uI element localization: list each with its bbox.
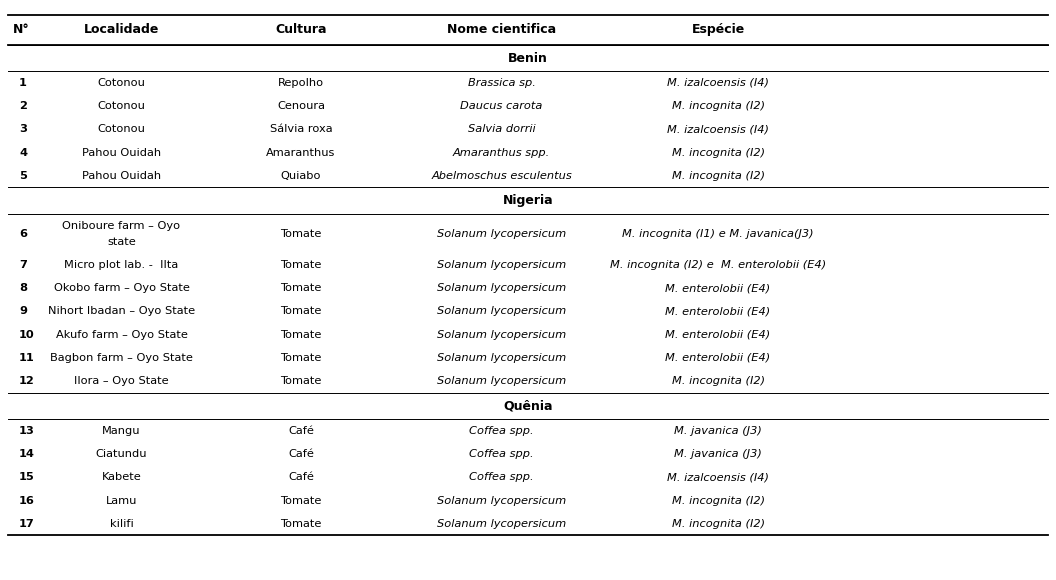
Text: Café: Café [288, 426, 314, 436]
Text: 17: 17 [19, 519, 35, 529]
Text: M. incognita (I2): M. incognita (I2) [672, 171, 765, 181]
Text: Mangu: Mangu [102, 426, 140, 436]
Text: Tomate: Tomate [280, 353, 322, 363]
Text: Quiabo: Quiabo [281, 171, 321, 181]
Text: Micro plot lab. -  IIta: Micro plot lab. - IIta [64, 260, 178, 270]
Text: 12: 12 [19, 376, 35, 386]
Text: Abelmoschus esculentus: Abelmoschus esculentus [431, 171, 572, 181]
Text: Lamu: Lamu [106, 495, 137, 506]
Text: 10: 10 [19, 329, 35, 340]
Text: M. enterolobii (E4): M. enterolobii (E4) [665, 353, 771, 363]
Text: M. izalcoensis (I4): M. izalcoensis (I4) [667, 472, 769, 483]
Text: Solanum lycopersicum: Solanum lycopersicum [437, 283, 566, 293]
Text: M. incognita (I2): M. incognita (I2) [672, 519, 765, 529]
Text: Solanum lycopersicum: Solanum lycopersicum [437, 519, 566, 529]
Text: Kabete: Kabete [101, 472, 142, 483]
Text: Tomate: Tomate [280, 519, 322, 529]
Text: Cultura: Cultura [276, 23, 326, 36]
Text: Solanum lycopersicum: Solanum lycopersicum [437, 353, 566, 363]
Text: M. javanica (J3): M. javanica (J3) [674, 426, 762, 436]
Text: Daucus carota: Daucus carota [460, 101, 543, 111]
Text: Ilora – Oyo State: Ilora – Oyo State [74, 376, 169, 386]
Text: M. incognita (I2) e  M. enterolobii (E4): M. incognita (I2) e M. enterolobii (E4) [610, 260, 826, 270]
Text: Nihort Ibadan – Oyo State: Nihort Ibadan – Oyo State [48, 306, 195, 317]
Text: Brassica sp.: Brassica sp. [468, 78, 535, 88]
Text: Café: Café [288, 449, 314, 459]
Text: Oniboure farm – Oyo: Oniboure farm – Oyo [62, 221, 181, 231]
Text: Ciatundu: Ciatundu [96, 449, 147, 459]
Text: Solanum lycopersicum: Solanum lycopersicum [437, 260, 566, 270]
Text: Coffea spp.: Coffea spp. [469, 426, 534, 436]
Text: Bagbon farm – Oyo State: Bagbon farm – Oyo State [50, 353, 193, 363]
Text: M. izalcoensis (I4): M. izalcoensis (I4) [667, 78, 769, 88]
Text: Pahou Ouidah: Pahou Ouidah [82, 171, 161, 181]
Text: Tomate: Tomate [280, 229, 322, 239]
Text: M. incognita (I2): M. incognita (I2) [672, 101, 765, 111]
Text: 3: 3 [19, 124, 27, 135]
Text: state: state [107, 237, 136, 246]
Text: M. enterolobii (E4): M. enterolobii (E4) [665, 283, 771, 293]
Text: N°: N° [13, 23, 30, 36]
Text: Tomate: Tomate [280, 283, 322, 293]
Text: Tomate: Tomate [280, 260, 322, 270]
Text: 4: 4 [19, 147, 27, 158]
Text: Solanum lycopersicum: Solanum lycopersicum [437, 229, 566, 239]
Text: 1: 1 [19, 78, 26, 88]
Text: 13: 13 [19, 426, 35, 436]
Text: 2: 2 [19, 101, 26, 111]
Text: M. enterolobii (E4): M. enterolobii (E4) [665, 306, 771, 317]
Text: Okobo farm – Oyo State: Okobo farm – Oyo State [54, 283, 189, 293]
Text: 11: 11 [19, 353, 35, 363]
Text: Cenoura: Cenoura [277, 101, 325, 111]
Text: Cotonou: Cotonou [97, 124, 146, 135]
Text: M. izalcoensis (I4): M. izalcoensis (I4) [667, 124, 769, 135]
Text: M. javanica (J3): M. javanica (J3) [674, 449, 762, 459]
Text: 8: 8 [19, 283, 27, 293]
Text: Solanum lycopersicum: Solanum lycopersicum [437, 306, 566, 317]
Text: M. enterolobii (E4): M. enterolobii (E4) [665, 329, 771, 340]
Text: Cotonou: Cotonou [97, 78, 146, 88]
Text: Pahou Ouidah: Pahou Ouidah [82, 147, 161, 158]
Text: Akufo farm – Oyo State: Akufo farm – Oyo State [56, 329, 187, 340]
Text: Tomate: Tomate [280, 495, 322, 506]
Text: Tomate: Tomate [280, 306, 322, 317]
Text: Repolho: Repolho [278, 78, 324, 88]
Text: Solanum lycopersicum: Solanum lycopersicum [437, 376, 566, 386]
Text: Localidade: Localidade [83, 23, 159, 36]
Text: 7: 7 [19, 260, 26, 270]
Text: Benin: Benin [508, 52, 548, 64]
Text: Café: Café [288, 472, 314, 483]
Text: 14: 14 [19, 449, 35, 459]
Text: Tomate: Tomate [280, 376, 322, 386]
Text: Tomate: Tomate [280, 329, 322, 340]
Text: Salvia dorrii: Salvia dorrii [468, 124, 535, 135]
Text: Solanum lycopersicum: Solanum lycopersicum [437, 495, 566, 506]
Text: M. incognita (I2): M. incognita (I2) [672, 147, 765, 158]
Text: Amaranthus: Amaranthus [266, 147, 336, 158]
Text: 15: 15 [19, 472, 35, 483]
Text: Quênia: Quênia [504, 400, 552, 412]
Text: Amaranthus spp.: Amaranthus spp. [453, 147, 550, 158]
Text: 5: 5 [19, 171, 26, 181]
Text: Cotonou: Cotonou [97, 101, 146, 111]
Text: 16: 16 [19, 495, 35, 506]
Text: Sálvia roxa: Sálvia roxa [269, 124, 333, 135]
Text: Solanum lycopersicum: Solanum lycopersicum [437, 329, 566, 340]
Text: 9: 9 [19, 306, 27, 317]
Text: M. incognita (I2): M. incognita (I2) [672, 495, 765, 506]
Text: Nome cientifica: Nome cientifica [447, 23, 557, 36]
Text: kilifi: kilifi [110, 519, 133, 529]
Text: M. incognita (I2): M. incognita (I2) [672, 376, 765, 386]
Text: Coffea spp.: Coffea spp. [469, 449, 534, 459]
Text: 6: 6 [19, 229, 27, 239]
Text: Nigeria: Nigeria [503, 194, 553, 207]
Text: M. incognita (I1) e M. javanica(J3): M. incognita (I1) e M. javanica(J3) [622, 229, 814, 239]
Text: Coffea spp.: Coffea spp. [469, 472, 534, 483]
Text: Espécie: Espécie [692, 23, 744, 36]
